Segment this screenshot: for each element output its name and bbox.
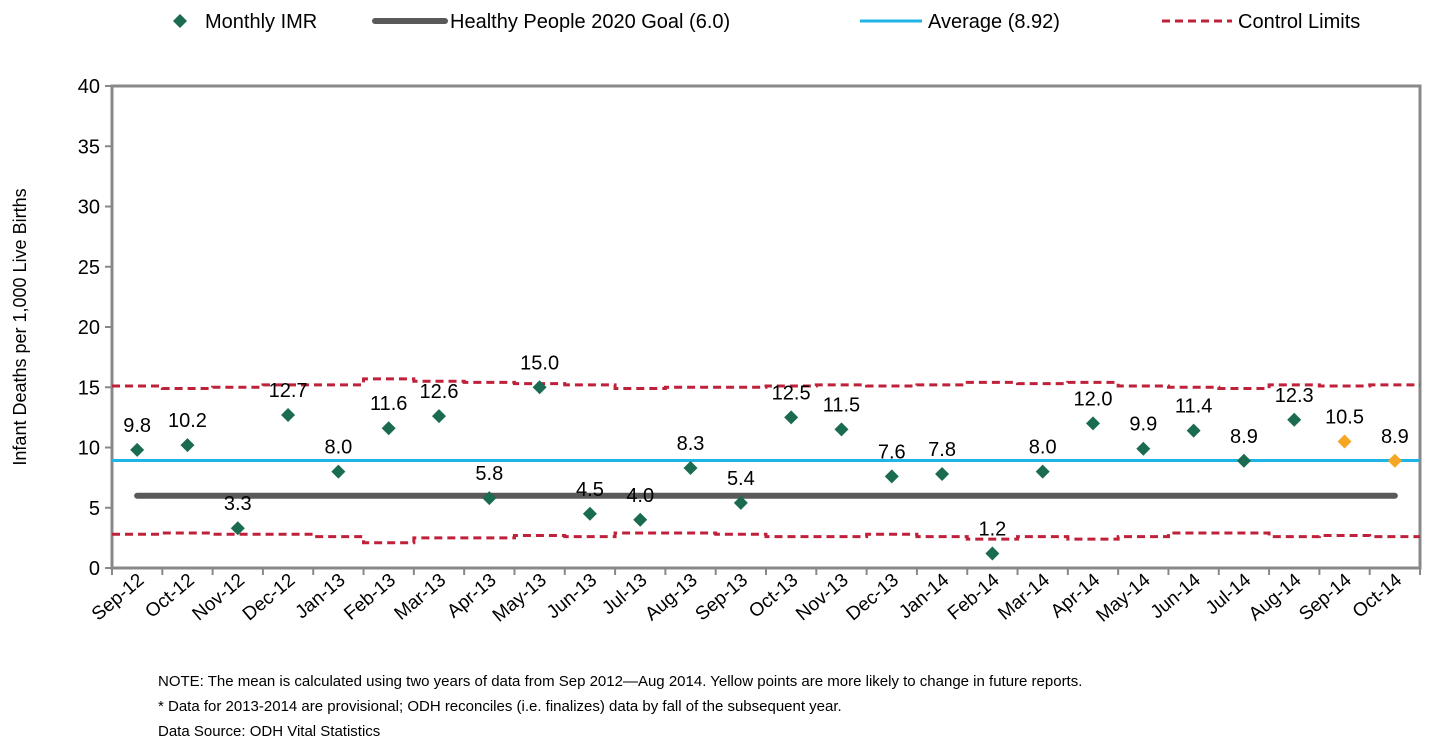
x-tick-label: Nov-13 bbox=[792, 570, 852, 625]
y-tick-label: 15 bbox=[78, 377, 100, 399]
data-point bbox=[683, 460, 698, 475]
data-label: 12.0 bbox=[1074, 388, 1113, 410]
y-tick-label: 30 bbox=[78, 197, 100, 219]
data-point bbox=[935, 467, 950, 482]
data-point bbox=[633, 512, 648, 527]
data-label: 8.0 bbox=[324, 437, 352, 459]
data-label: 11.6 bbox=[370, 393, 407, 415]
data-point bbox=[331, 464, 346, 479]
data-label: 7.6 bbox=[878, 441, 906, 463]
data-label: 4.0 bbox=[626, 485, 654, 507]
data-label: 12.3 bbox=[1275, 385, 1314, 407]
x-tick-label: Mar-13 bbox=[391, 570, 451, 625]
note: * Data for 2013-2014 are provisional; OD… bbox=[158, 698, 842, 715]
data-point bbox=[1136, 441, 1151, 456]
data-label: 9.8 bbox=[123, 415, 151, 437]
data-point bbox=[432, 409, 446, 424]
x-tick-label: Jun-13 bbox=[543, 570, 601, 623]
x-tick-label: Oct-13 bbox=[745, 570, 802, 623]
data-label: 12.5 bbox=[772, 382, 811, 404]
x-tick-label: Dec-12 bbox=[239, 570, 299, 625]
data-point bbox=[482, 491, 497, 506]
data-point bbox=[985, 546, 1000, 561]
legend-marker bbox=[173, 14, 187, 28]
x-tick-label: Dec-13 bbox=[843, 570, 903, 625]
y-tick-label: 20 bbox=[78, 317, 100, 339]
data-label: 8.3 bbox=[677, 433, 705, 455]
plot-area bbox=[110, 84, 1422, 570]
control-limit bbox=[112, 531, 1420, 545]
data-label: 9.9 bbox=[1129, 414, 1157, 436]
y-axis-label: Infant Deaths per 1,000 Live Births bbox=[10, 188, 30, 465]
y-tick-label: 35 bbox=[78, 136, 100, 158]
control-limit bbox=[112, 377, 1420, 390]
data-label: 12.6 bbox=[420, 381, 459, 403]
data-point bbox=[532, 380, 547, 395]
data-label: 3.3 bbox=[224, 493, 252, 515]
data-label: 15.0 bbox=[520, 352, 559, 374]
data-point bbox=[230, 521, 245, 536]
data-point bbox=[582, 506, 597, 521]
data-label: 4.5 bbox=[576, 479, 604, 501]
data-label: 8.0 bbox=[1029, 437, 1057, 459]
legend-label: Average (8.92) bbox=[928, 11, 1060, 33]
data-point bbox=[784, 410, 799, 425]
data-label: 12.7 bbox=[269, 380, 308, 402]
data-label: 8.9 bbox=[1381, 426, 1409, 448]
x-tick-label: Oct-12 bbox=[141, 570, 198, 623]
legend-label: Monthly IMR bbox=[205, 11, 317, 33]
x-tick-label: May-14 bbox=[1092, 569, 1154, 626]
data-point bbox=[1236, 453, 1251, 468]
y-tick-label: 0 bbox=[89, 558, 100, 580]
y-tick-label: 25 bbox=[78, 257, 100, 279]
data-point bbox=[130, 442, 145, 457]
x-tick-label: Sep-13 bbox=[692, 570, 752, 625]
data-label: 5.4 bbox=[727, 468, 755, 490]
y-tick-label: 40 bbox=[78, 76, 100, 98]
data-point bbox=[884, 469, 899, 484]
y-tick-label: 10 bbox=[78, 438, 100, 460]
note: Data Source: ODH Vital Statistics bbox=[158, 723, 380, 740]
data-point bbox=[834, 422, 849, 437]
data-label: 11.4 bbox=[1175, 396, 1212, 418]
x-tick-label: Oct-14 bbox=[1349, 569, 1407, 622]
data-point bbox=[381, 421, 396, 436]
data-point bbox=[1337, 434, 1352, 449]
data-label: 5.8 bbox=[475, 463, 503, 485]
data-point bbox=[1387, 453, 1402, 468]
x-tick-label: Jan-14 bbox=[895, 569, 953, 623]
x-tick-label: Feb-14 bbox=[944, 569, 1004, 624]
data-label: 1.2 bbox=[978, 519, 1006, 541]
legend-label: Control Limits bbox=[1238, 11, 1360, 33]
data-point bbox=[1035, 464, 1050, 479]
data-point bbox=[733, 495, 748, 510]
x-tick-label: Aug-14 bbox=[1245, 569, 1306, 625]
x-tick-label: Jan-13 bbox=[292, 570, 350, 623]
x-tick-label: Jun-14 bbox=[1147, 569, 1205, 623]
note: NOTE: The mean is calculated using two y… bbox=[158, 673, 1082, 690]
legend-label: Healthy People 2020 Goal (6.0) bbox=[450, 11, 730, 33]
data-point bbox=[180, 438, 195, 453]
data-label: 7.8 bbox=[928, 439, 956, 461]
x-tick-label: Mar-14 bbox=[994, 569, 1054, 624]
y-tick-label: 5 bbox=[89, 498, 100, 520]
data-label: 10.5 bbox=[1325, 406, 1364, 428]
data-point bbox=[1186, 423, 1201, 438]
x-tick-label: Feb-13 bbox=[340, 570, 400, 625]
x-tick-label: Aug-13 bbox=[641, 570, 701, 625]
x-tick-label: Sep-14 bbox=[1295, 569, 1356, 625]
data-point bbox=[1287, 412, 1302, 427]
data-label: 8.9 bbox=[1230, 426, 1258, 448]
x-tick-label: May-13 bbox=[489, 570, 551, 627]
data-point bbox=[281, 407, 296, 422]
data-label: 10.2 bbox=[168, 410, 207, 432]
data-point bbox=[1086, 416, 1100, 431]
x-tick-label: Nov-12 bbox=[189, 570, 249, 625]
data-label: 11.5 bbox=[823, 394, 860, 416]
